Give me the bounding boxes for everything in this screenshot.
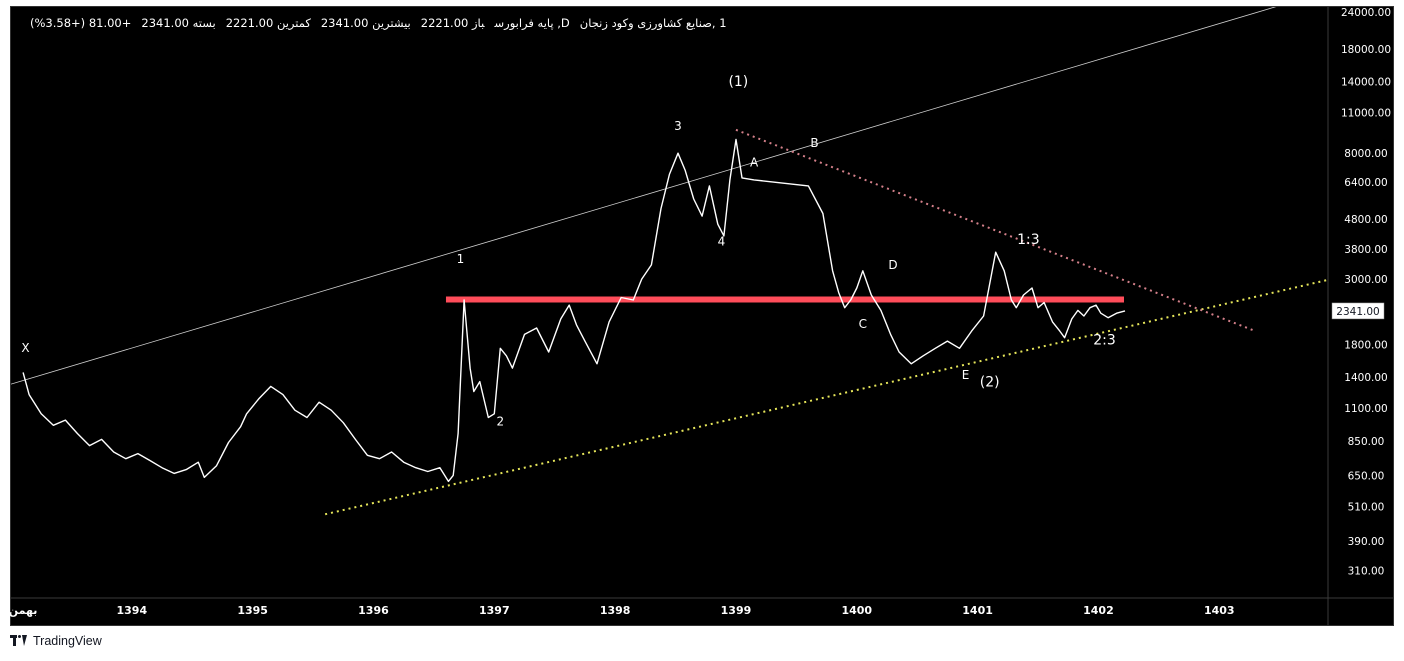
wave-label: (2)	[980, 374, 1000, 390]
x-tick-label: 1401	[962, 604, 993, 617]
wave-label: E	[962, 368, 970, 382]
wave-label: 1	[457, 252, 465, 266]
y-tick-label: 1100.00	[1344, 403, 1387, 415]
wave-label: 2:3	[1093, 333, 1116, 349]
wave-label: C	[859, 317, 867, 331]
y-tick-label: 18000.00	[1341, 44, 1391, 56]
x-tick-label: 1402	[1083, 604, 1114, 617]
y-tick-label: 3000.00	[1344, 274, 1387, 286]
y-tick-label: 6400.00	[1344, 177, 1387, 189]
wave-label: 2	[497, 414, 505, 428]
tradingview-logo-icon	[10, 635, 28, 647]
y-tick-label: 14000.00	[1341, 76, 1391, 88]
tradingview-logo[interactable]: TradingView	[10, 634, 102, 648]
y-tick-label: 8000.00	[1344, 148, 1387, 160]
wave-label: B	[810, 136, 818, 150]
price-series-line	[22, 138, 1126, 483]
wave-label: A	[750, 156, 759, 170]
wave-label: 4	[718, 234, 726, 248]
wave-label: 1:3	[1017, 232, 1040, 248]
low-label: کمترین	[276, 16, 311, 30]
y-tick-label: 390.00	[1348, 536, 1385, 548]
x-tick-label: 1403	[1204, 604, 1235, 617]
y-tick-label: 1400.00	[1344, 372, 1387, 384]
wave-label: (1)	[728, 74, 748, 90]
open-value: باز 2221.00	[420, 16, 485, 30]
x-tick-label: 1397	[479, 604, 510, 617]
x-tick-label: 1399	[721, 604, 752, 617]
y-tick-label: 11000.00	[1341, 107, 1391, 119]
y-tick-label: 510.00	[1348, 502, 1385, 514]
last-price-tag	[1331, 302, 1385, 320]
y-tick-label: 24000.00	[1341, 7, 1391, 19]
close-label: بسته	[192, 16, 216, 30]
y-tick-label: 850.00	[1348, 436, 1385, 448]
wave-label: D	[888, 258, 897, 272]
support-trendline	[324, 278, 1328, 516]
high-label: بیشترین	[372, 16, 411, 30]
low-value: کمترین 2221.00	[225, 16, 311, 30]
y-tick-label: 3800.00	[1344, 244, 1387, 256]
tradingview-logo-text: TradingView	[33, 634, 102, 648]
last-price-label: 2341.00	[1336, 306, 1379, 318]
x-tick-label: 1400	[841, 604, 872, 617]
x-tick-label: 1394	[117, 604, 148, 617]
change-value: +81.00 (+3.58%)	[30, 16, 132, 30]
open-label: باز	[471, 16, 485, 30]
x-tick-label: 1398	[600, 604, 631, 617]
ohlc-header: 1 ,صنایع کشاورزی وکود زنجان D, پایه فرابو…	[20, 16, 727, 30]
channel-trendline	[11, 7, 1277, 385]
y-tick-label: 310.00	[1348, 565, 1385, 577]
plot-area: X 1 2 3 4 (1) A B C D E (2) 1:3 2:3	[11, 7, 1328, 516]
x-tick-label: بهمن	[9, 604, 38, 617]
wave-label: X	[21, 341, 29, 355]
close-value: بسته 2341.00	[141, 16, 216, 30]
y-tick-label: 650.00	[1348, 470, 1385, 482]
y-tick-label: 1800.00	[1344, 340, 1387, 352]
wave-label: 3	[674, 119, 682, 133]
symbol-name: 1 ,صنایع کشاورزی وکود زنجان	[579, 16, 727, 30]
exchange-name: D, پایه فرابورس	[494, 16, 570, 30]
y-tick-label: 4800.00	[1344, 214, 1387, 226]
x-tick-label: 1395	[237, 604, 268, 617]
high-value: بیشترین 2341.00	[320, 16, 411, 30]
x-tick-label: 1396	[358, 604, 389, 617]
